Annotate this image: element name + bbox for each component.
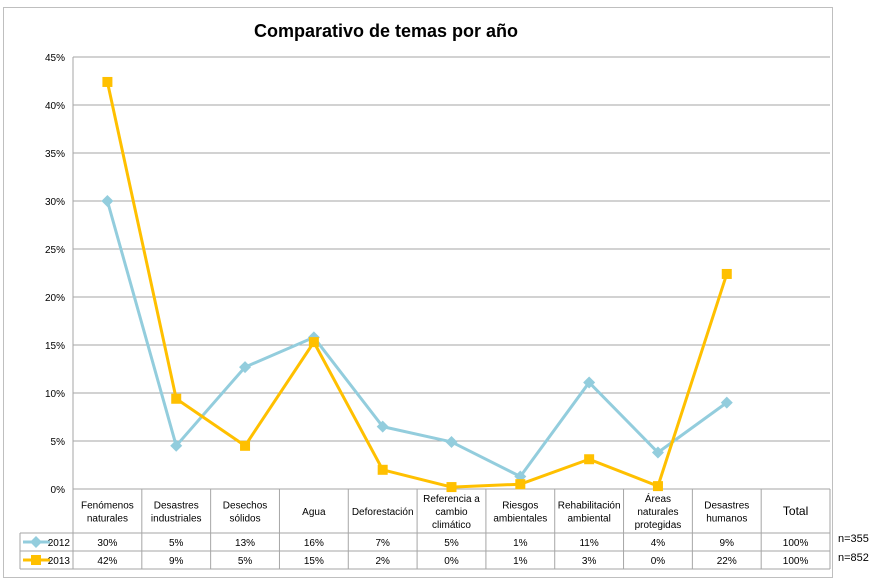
- category-label: sólidos: [229, 514, 260, 525]
- category-label: Rehabilitación: [558, 501, 621, 512]
- table-cell: 3%: [582, 556, 597, 567]
- series-line-2013: [105, 81, 729, 489]
- table-cell: 11%: [579, 538, 598, 549]
- series-line-2012: [105, 200, 728, 479]
- table-cell: 0%: [651, 556, 666, 567]
- point-2013: [308, 337, 319, 348]
- point-2013: [102, 76, 113, 87]
- table-cell: 16%: [304, 538, 324, 549]
- y-tick-label: 20%: [45, 293, 65, 304]
- category-label: Riesgos: [502, 501, 538, 512]
- table-cell: 0%: [444, 556, 459, 567]
- category-label: Áreas: [645, 492, 671, 505]
- point-2012: [583, 376, 596, 389]
- point-2012: [101, 195, 114, 207]
- category-label: Total: [783, 504, 808, 518]
- point-2013: [721, 268, 732, 279]
- y-tick-label: 30%: [45, 197, 65, 208]
- legend-diamond-icon: [30, 536, 42, 548]
- category-label: cambio: [435, 507, 468, 518]
- chart-frame: [3, 7, 833, 578]
- table-cell: 7%: [375, 538, 390, 549]
- legend-label: 2012: [48, 538, 71, 549]
- table-cell: 9%: [720, 538, 735, 549]
- category-label: Desastres: [154, 501, 199, 512]
- category-label: Desechos: [223, 501, 267, 512]
- point-2012: [376, 420, 389, 433]
- point-2012: [651, 446, 664, 459]
- y-tick-label: 15%: [45, 341, 65, 352]
- table-cell: 5%: [169, 538, 184, 549]
- table-cell: 15%: [304, 556, 324, 567]
- y-tick-label: 45%: [45, 53, 65, 64]
- point-2012: [720, 396, 733, 409]
- point-2012: [239, 361, 252, 374]
- point-2013: [171, 393, 182, 404]
- point-2013: [515, 479, 526, 490]
- table-cell: 9%: [169, 556, 184, 567]
- point-2012: [445, 435, 458, 448]
- category-label: Deforestación: [352, 507, 414, 518]
- table-cell: 1%: [513, 538, 528, 549]
- category-label: protegidas: [635, 520, 682, 531]
- point-2013: [240, 440, 251, 451]
- table-cell: 100%: [783, 556, 809, 567]
- table-cell: 5%: [444, 538, 459, 549]
- table-cell: 100%: [783, 538, 809, 549]
- y-tick-label: 25%: [45, 245, 65, 256]
- table-cell: 2%: [375, 556, 390, 567]
- point-2013: [377, 464, 388, 475]
- point-2013: [652, 481, 663, 492]
- category-label: ambiental: [567, 514, 610, 525]
- point-2013: [584, 454, 595, 465]
- category-label: Desastres: [704, 501, 749, 512]
- y-tick-label: 35%: [45, 149, 65, 160]
- y-tick-label: 5%: [51, 437, 66, 448]
- table-cell: 4%: [651, 538, 666, 549]
- n-label-2012: n=355: [838, 533, 869, 545]
- point-2013: [446, 482, 457, 493]
- point-2012: [170, 439, 183, 452]
- table-cell: 22%: [717, 556, 737, 567]
- chart-title: Comparativo de temas por año: [254, 21, 518, 41]
- category-label: climático: [432, 520, 471, 531]
- n-label-2013: n=852: [838, 552, 869, 564]
- category-label: industriales: [151, 514, 202, 525]
- category-label: humanos: [706, 514, 747, 525]
- y-tick-label: 0%: [51, 485, 66, 496]
- legend-square-icon: [31, 555, 41, 565]
- category-label: Agua: [302, 507, 326, 518]
- y-tick-label: 10%: [45, 389, 65, 400]
- category-label: naturales: [87, 514, 128, 525]
- legend-label: 2013: [48, 556, 71, 567]
- table-cell: 13%: [235, 538, 255, 549]
- table-cell: 30%: [97, 538, 117, 549]
- table-cell: 5%: [238, 556, 253, 567]
- category-label: ambientales: [493, 514, 547, 525]
- table-cell: 1%: [513, 556, 528, 567]
- category-label: naturales: [637, 507, 678, 518]
- table-cell: 42%: [97, 556, 117, 567]
- category-label: Fenómenos: [81, 501, 134, 512]
- category-label: Referencia a: [423, 494, 480, 505]
- y-tick-label: 40%: [45, 101, 65, 112]
